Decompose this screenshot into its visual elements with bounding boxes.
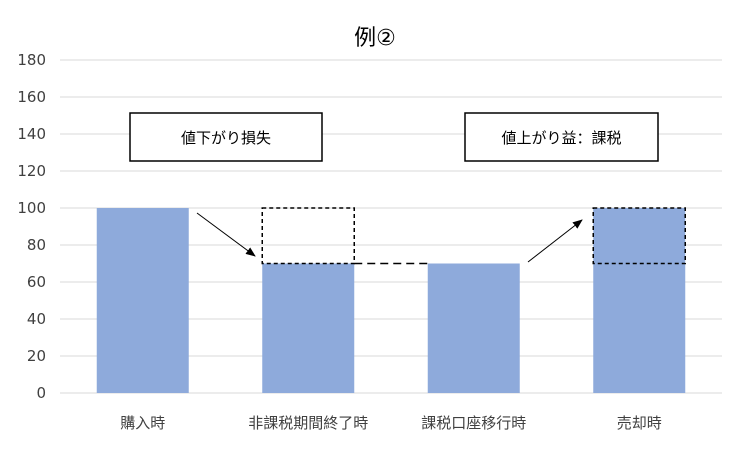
- y-tick-label: 0: [36, 384, 46, 402]
- bar: [262, 263, 355, 393]
- annotations: 値下がり損失 値上がり益：課税: [129, 112, 659, 263]
- y-axis-ticks: 0 20 40 60 80 100 120 140 160 180: [17, 51, 46, 402]
- y-tick-label: 180: [17, 51, 46, 69]
- annotation-box: [464, 112, 659, 162]
- y-tick-label: 60: [27, 273, 46, 291]
- arrow-down: [196, 212, 256, 257]
- y-tick-label: 160: [17, 88, 46, 106]
- x-category-label: 購入時: [120, 414, 165, 432]
- bars: [96, 208, 686, 393]
- annotation-label: 値下がり損失: [181, 129, 271, 147]
- y-tick-label: 80: [27, 236, 46, 254]
- overlays: [261, 207, 686, 265]
- x-axis-categories: 購入時 非課税期間終了時 課税口座移行時 売却時: [120, 414, 662, 432]
- bar: [593, 208, 686, 393]
- y-tick-label: 20: [27, 347, 46, 365]
- y-tick-label: 140: [17, 125, 46, 143]
- annotation-box: [129, 112, 323, 162]
- y-tick-label: 120: [17, 162, 46, 180]
- dashed-box: [261, 207, 355, 265]
- chart-title: 例②: [354, 26, 396, 51]
- bar: [96, 208, 189, 393]
- arrow-up: [527, 219, 583, 263]
- x-category-label: 非課税期間終了時: [248, 414, 368, 432]
- annotation-label: 値上がり益：課税: [501, 129, 621, 147]
- bar: [427, 263, 520, 393]
- x-category-label: 売却時: [617, 414, 662, 432]
- dashed-box: [592, 207, 686, 265]
- x-category-label: 課税口座移行時: [421, 414, 526, 432]
- y-tick-label: 100: [17, 199, 46, 217]
- y-tick-label: 40: [27, 310, 46, 328]
